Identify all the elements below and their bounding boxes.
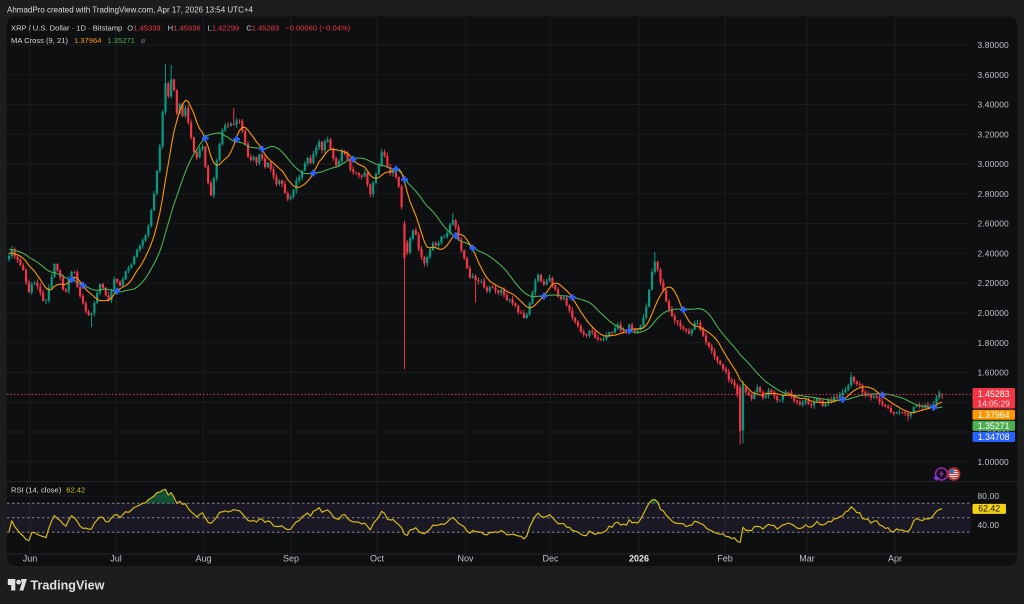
svg-text:14:05:29: 14:05:29 — [978, 398, 1011, 408]
svg-text:Nov: Nov — [457, 554, 474, 564]
svg-text:Jun: Jun — [23, 554, 38, 564]
svg-text:1.45283: 1.45283 — [978, 389, 1010, 399]
svg-text:2026: 2026 — [629, 554, 649, 564]
svg-text:2.00000: 2.00000 — [978, 308, 1010, 318]
svg-text:3.40000: 3.40000 — [978, 100, 1010, 110]
svg-text:TradingView: TradingView — [31, 578, 105, 592]
svg-text:Mar: Mar — [799, 554, 815, 564]
svg-text:1.35271: 1.35271 — [978, 421, 1010, 431]
svg-text:2.60000: 2.60000 — [978, 219, 1010, 229]
svg-text:1.80000: 1.80000 — [978, 338, 1010, 348]
svg-text:2.80000: 2.80000 — [978, 189, 1010, 199]
svg-text:1.34708: 1.34708 — [978, 432, 1010, 442]
svg-text:2.20000: 2.20000 — [978, 278, 1010, 288]
svg-text:Sep: Sep — [283, 554, 299, 564]
svg-text:1.37964: 1.37964 — [978, 410, 1010, 420]
svg-text:Feb: Feb — [717, 554, 733, 564]
svg-text:1.60000: 1.60000 — [978, 368, 1010, 378]
svg-text:3.60000: 3.60000 — [978, 70, 1010, 80]
svg-text:40.00: 40.00 — [978, 520, 1000, 530]
svg-text:3.80000: 3.80000 — [978, 40, 1010, 50]
svg-text:Dec: Dec — [542, 554, 559, 564]
svg-text:3.20000: 3.20000 — [978, 129, 1010, 139]
svg-text:62.42: 62.42 — [978, 504, 1000, 514]
svg-text:Oct: Oct — [370, 554, 385, 564]
svg-text:Aug: Aug — [195, 554, 211, 564]
svg-text:3.00000: 3.00000 — [978, 159, 1010, 169]
svg-text:RSI (14, close)62.42: RSI (14, close) 62.42 — [11, 486, 85, 495]
svg-text:1.00000: 1.00000 — [978, 457, 1010, 467]
svg-text:2.40000: 2.40000 — [978, 248, 1010, 258]
svg-text:XRP / U.S. Dollar · 1D · Bitst: XRP / U.S. Dollar · 1D · Bitstamp O1.4533… — [11, 23, 351, 32]
svg-text:AhmadPro created with TradingV: AhmadPro created with TradingView.com, A… — [7, 6, 254, 15]
svg-text:Jul: Jul — [110, 554, 122, 564]
svg-text:80.00: 80.00 — [978, 491, 1000, 501]
svg-text:Apr: Apr — [888, 554, 902, 564]
